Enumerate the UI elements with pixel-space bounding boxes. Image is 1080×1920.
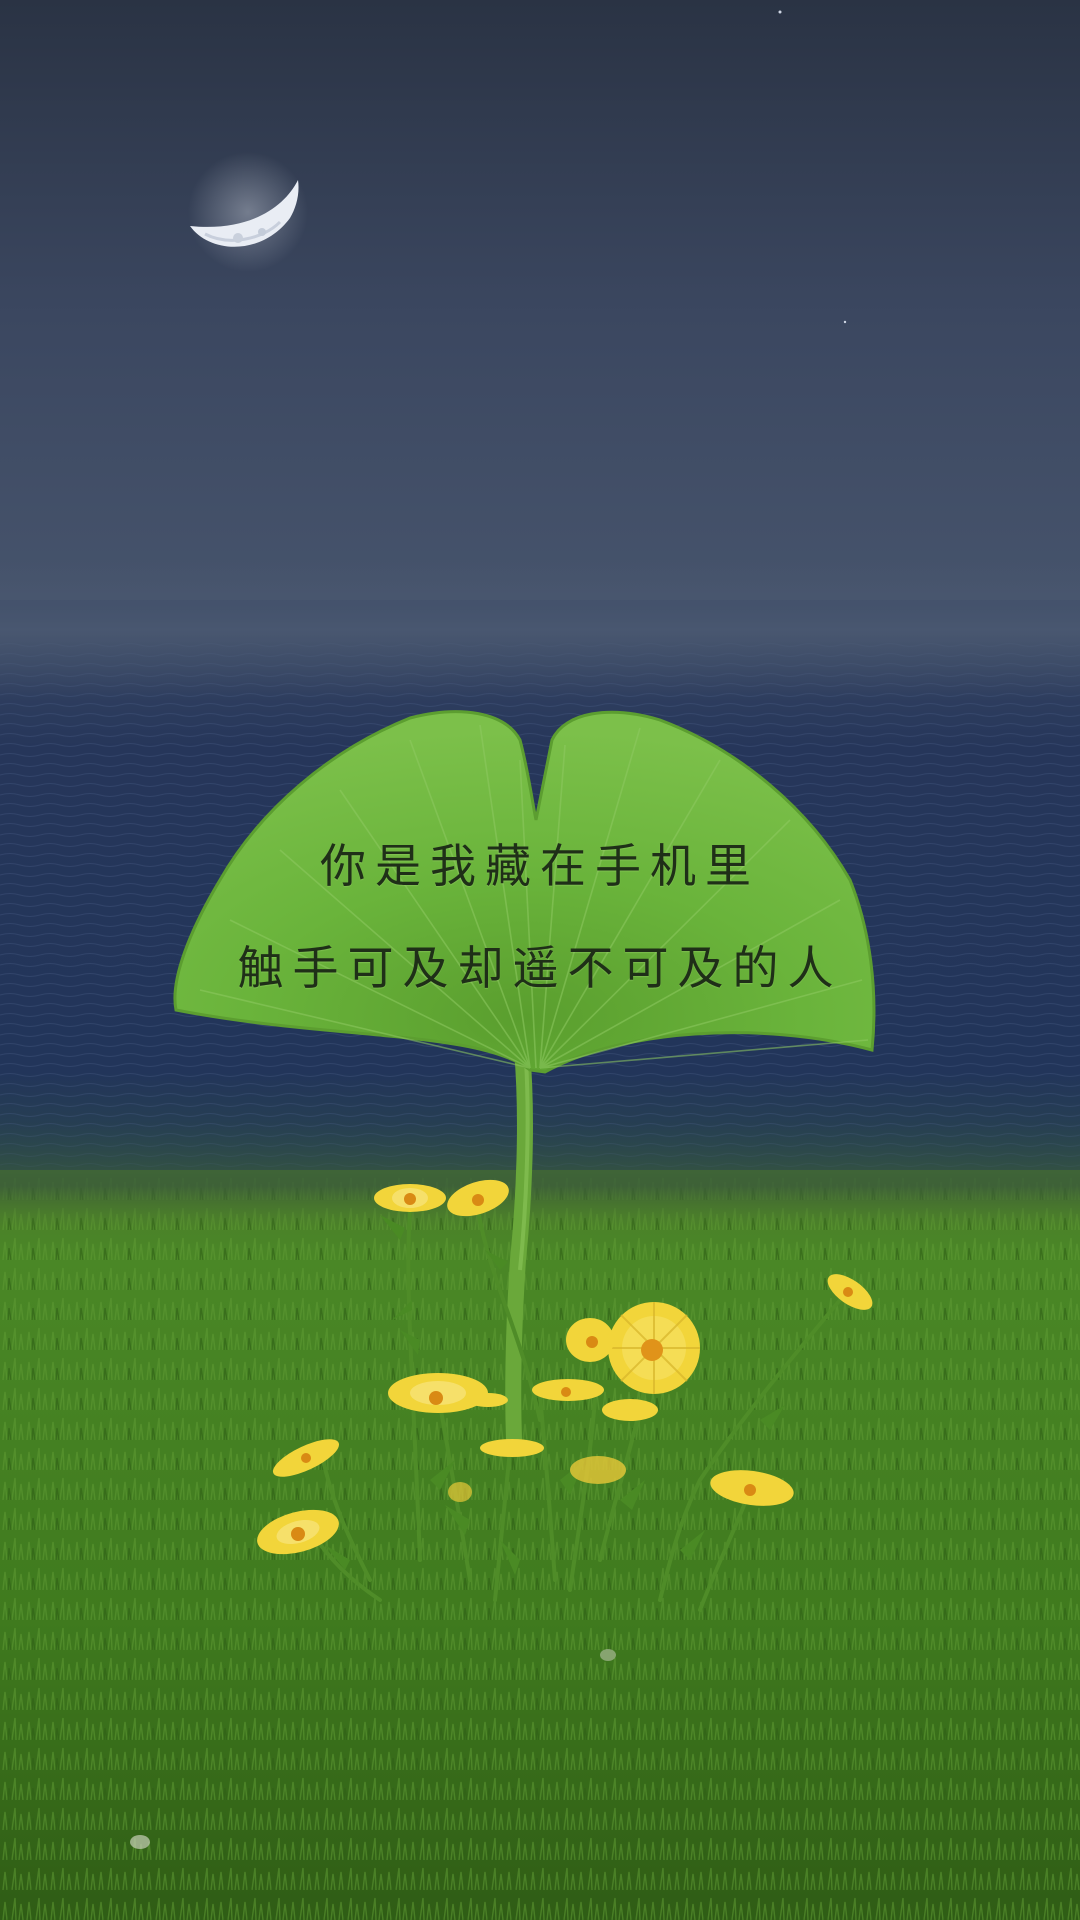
yellow-flower bbox=[388, 1373, 508, 1413]
quote-line-2: 触手可及却遥不可及的人 bbox=[237, 941, 843, 995]
pebble bbox=[130, 1835, 150, 1849]
yellow-flower bbox=[710, 1470, 794, 1506]
star bbox=[778, 10, 782, 14]
quote-line-1: 你是我藏在手机里 bbox=[320, 839, 760, 893]
flower-leaves bbox=[325, 1215, 785, 1575]
crescent-moon-icon bbox=[188, 152, 308, 272]
yellow-flower bbox=[532, 1379, 604, 1401]
yellow-flower bbox=[257, 1509, 339, 1555]
yellow-flower bbox=[447, 1179, 509, 1217]
yellow-flower bbox=[480, 1439, 544, 1457]
shore-fog bbox=[0, 1120, 1080, 1230]
yellow-flower bbox=[374, 1184, 446, 1212]
horizon-fog bbox=[0, 560, 1080, 700]
star bbox=[843, 320, 847, 324]
yellow-flower bbox=[566, 1318, 614, 1362]
ginkgo-stem bbox=[505, 1042, 533, 1448]
yellow-flower bbox=[272, 1439, 340, 1477]
flower-stems bbox=[308, 1208, 842, 1612]
yellow-flower bbox=[608, 1302, 700, 1394]
yellow-flower bbox=[827, 1274, 873, 1310]
yellow-flower bbox=[448, 1482, 472, 1502]
pebble bbox=[600, 1649, 616, 1661]
yellow-flower bbox=[570, 1456, 626, 1484]
ginkgo-leaf bbox=[173, 710, 876, 1074]
yellow-flower bbox=[602, 1399, 658, 1421]
